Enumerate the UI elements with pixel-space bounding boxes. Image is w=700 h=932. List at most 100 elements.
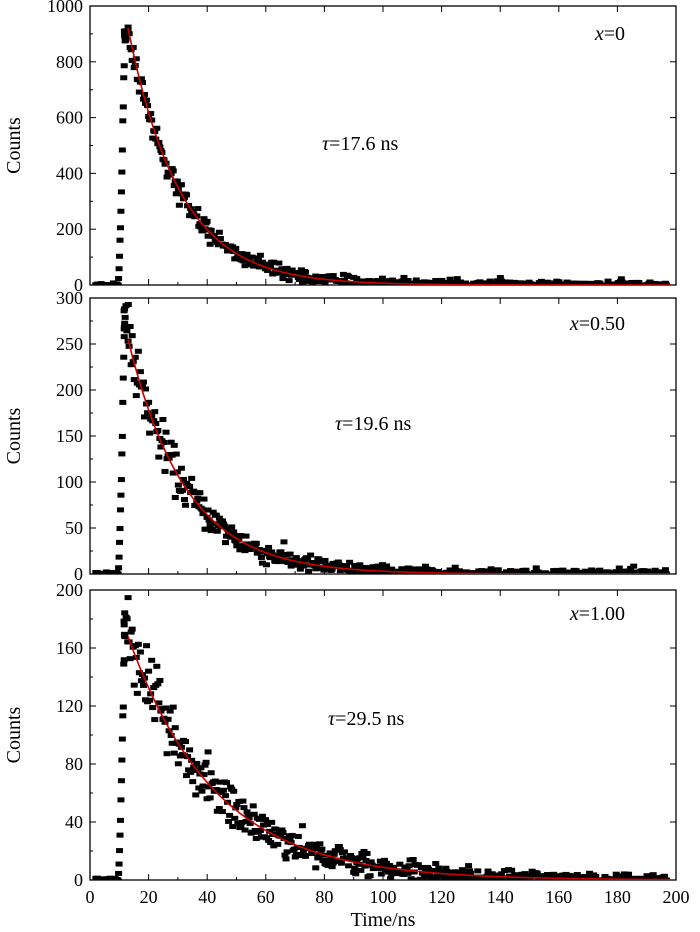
data-point	[400, 871, 408, 877]
data-point	[117, 189, 125, 195]
data-point	[279, 829, 287, 835]
data-point	[315, 853, 323, 859]
x-tick-label: 60	[257, 887, 275, 907]
data-point	[137, 678, 145, 684]
data-point	[117, 797, 125, 803]
data-point	[295, 844, 303, 850]
data-point	[362, 857, 370, 863]
data-point	[136, 649, 144, 655]
data-point	[229, 824, 237, 830]
data-point	[186, 483, 194, 489]
data-point	[367, 859, 375, 865]
data-point	[277, 549, 285, 555]
data-point	[134, 348, 142, 354]
data-point	[118, 433, 126, 439]
data-point	[405, 863, 413, 869]
data-point	[434, 568, 442, 574]
data-point	[376, 858, 384, 864]
x-tick-label: 20	[140, 887, 158, 907]
data-point	[148, 657, 156, 663]
data-point	[272, 826, 280, 832]
lifetime-value: =17.6 ns	[329, 133, 398, 155]
y-tick-label: 40	[65, 812, 83, 832]
data-point	[281, 271, 289, 277]
data-point	[220, 523, 228, 529]
data-point	[154, 681, 162, 687]
data-point	[154, 427, 162, 433]
data-point	[156, 677, 164, 683]
data-point	[115, 554, 123, 560]
data-point	[127, 629, 135, 635]
y-tick-label: 50	[65, 518, 83, 538]
data-point	[251, 543, 259, 549]
y-tick-label: 300	[56, 288, 83, 308]
data-point	[209, 509, 217, 515]
data-point	[222, 540, 230, 546]
data-point	[173, 178, 181, 184]
data-point	[194, 495, 202, 501]
data-point	[171, 495, 179, 501]
data-point	[328, 566, 336, 572]
data-point	[219, 787, 227, 793]
data-point	[206, 795, 214, 801]
x-tick-label: 180	[604, 887, 631, 907]
data-point	[162, 705, 170, 711]
data-point	[178, 487, 186, 493]
data-point	[340, 849, 348, 855]
x-tick-label: 40	[198, 887, 216, 907]
data-point	[124, 24, 132, 30]
data-point	[127, 362, 135, 368]
data-point	[328, 864, 336, 870]
data-point	[242, 818, 250, 824]
data-point	[224, 526, 232, 532]
data-point	[366, 873, 374, 879]
data-point	[246, 820, 254, 826]
data-point	[421, 563, 429, 569]
data-point	[312, 566, 320, 572]
data-point	[201, 226, 209, 232]
data-point	[118, 169, 126, 175]
data-point	[327, 856, 335, 862]
data-point	[118, 147, 126, 153]
tau-symbol: τ	[328, 708, 336, 730]
data-point	[170, 442, 178, 448]
data-point	[419, 877, 427, 880]
data-point	[119, 104, 127, 110]
data-point	[167, 732, 175, 738]
data-point	[330, 851, 338, 857]
data-point	[317, 279, 325, 285]
data-point	[182, 502, 190, 508]
data-point	[309, 846, 317, 852]
data-point	[617, 276, 625, 282]
data-point	[254, 257, 262, 263]
data-point	[207, 227, 215, 233]
data-point	[237, 823, 245, 829]
data-point	[285, 278, 293, 284]
y-tick-label: 80	[65, 754, 83, 774]
data-point	[188, 475, 196, 481]
data-point	[169, 168, 177, 174]
data-point	[290, 557, 298, 563]
data-point	[331, 563, 339, 569]
data-point	[203, 514, 211, 520]
data-point	[133, 690, 141, 696]
y-tick-label: 800	[56, 52, 83, 72]
data-point	[425, 866, 433, 872]
data-point	[146, 430, 154, 436]
data-point	[256, 827, 264, 833]
lifetime-value: =19.6 ns	[342, 413, 411, 435]
data-point	[118, 736, 126, 742]
data-point	[218, 518, 226, 524]
data-point	[143, 643, 151, 649]
data-point	[215, 515, 223, 521]
data-point	[345, 273, 353, 279]
data-point	[198, 788, 206, 794]
data-point	[484, 868, 492, 874]
data-point	[120, 632, 128, 638]
data-point	[116, 848, 124, 854]
y-tick-label: 150	[56, 426, 83, 446]
data-point	[326, 850, 334, 856]
data-point	[146, 697, 154, 703]
data-point	[114, 571, 122, 574]
